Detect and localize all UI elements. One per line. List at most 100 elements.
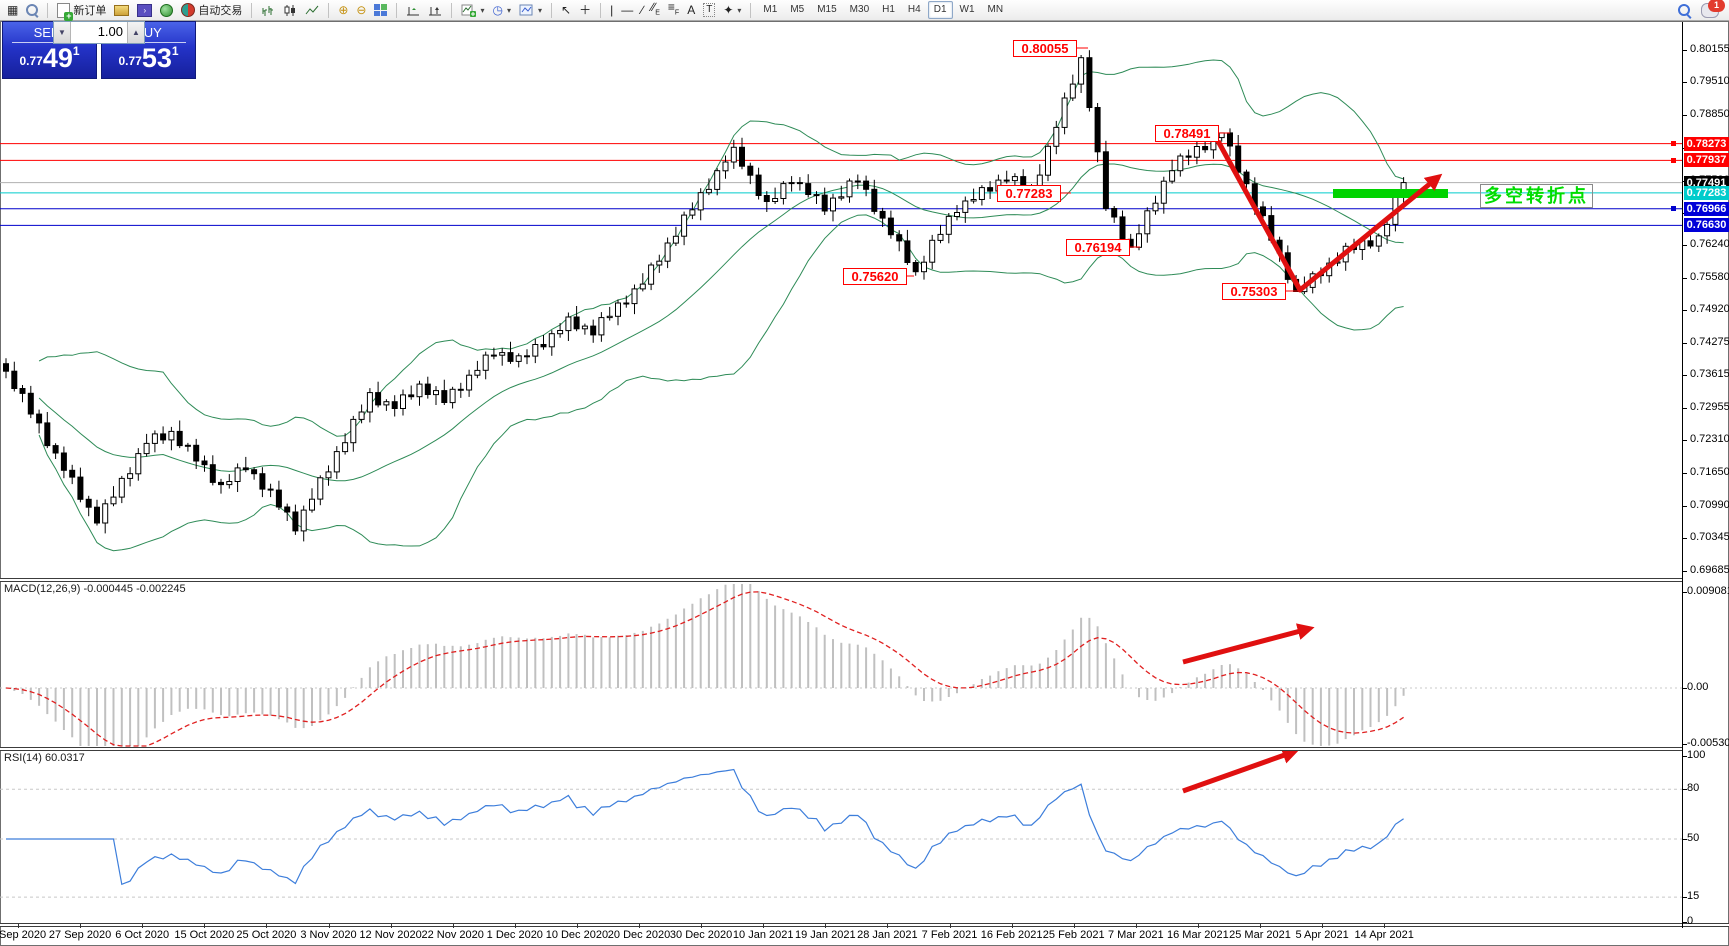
timeframe-button-w1[interactable]: W1 [959,4,975,15]
drawn-arrow[interactable] [1215,139,1443,293]
candle [1011,176,1018,182]
market-watch-button[interactable] [111,1,132,19]
fibonacci-tool-button[interactable]: ≡F [665,1,682,19]
timeframe-button-mn[interactable]: MN [987,4,1004,15]
price-pane[interactable] [0,47,1682,552]
text-tool-button[interactable]: A [684,1,698,19]
chat-icon[interactable]: 1 [1701,0,1725,18]
date-tick-mark [204,924,206,928]
candle [507,352,514,362]
timeframe-button-m1[interactable]: M1 [763,4,778,15]
candle [788,182,795,185]
price-callout[interactable]: 0.75303 [1222,283,1286,300]
candle [1045,145,1051,176]
trendline-tool-button[interactable]: ∕ [638,1,646,19]
rsi-tick-label: 15 [1687,890,1700,903]
candle [366,392,373,413]
horizontal-line-tool-button[interactable]: — [618,1,636,19]
candle [631,288,638,305]
price-line-label[interactable]: 0.76966 [1684,201,1729,216]
text-label-tool-button[interactable]: T [700,1,718,19]
pane-separator-macd[interactable] [0,578,1682,582]
timeframe-button-m15[interactable]: M15 [817,4,837,15]
timeframe-button-h4[interactable]: H4 [907,4,921,15]
channel-tool-button[interactable]: ∕∕E [648,1,663,19]
templates-menu-button[interactable]: ▾ [516,1,545,19]
macd-pane[interactable] [0,584,1682,747]
auto-trading-button[interactable]: 自动交易 [178,1,245,19]
strategy-tester-button[interactable] [157,1,176,19]
print-preview-button[interactable] [23,1,41,19]
zoom-in-button[interactable]: ⊕ [335,1,351,19]
timeframe-button-d1[interactable]: D1 [927,1,953,19]
support-zone-bar[interactable] [1333,189,1448,198]
indicators-menu-button[interactable]: ▾ [458,1,487,19]
candlestick-mode-button[interactable] [280,1,300,19]
price-line-label[interactable]: 0.78273 [1684,136,1729,151]
line-chart-mode-button[interactable] [302,1,322,19]
new-order-button[interactable]: + 新订单 [54,1,109,21]
price-callout[interactable]: 0.77283 [997,185,1061,202]
periods-menu-button[interactable]: ◷ ▾ [489,1,514,19]
timeframe-button-h1[interactable]: H1 [882,4,895,15]
crosshair-tool-button[interactable]: ＋ [576,1,594,19]
search-icon[interactable] [1677,3,1691,17]
date-tick-mark [949,924,951,928]
candle [681,214,688,237]
candle [1202,146,1209,151]
shapes-menu-button[interactable]: ✦ ▾ [720,1,744,19]
volume-input[interactable]: 1.00 [97,24,123,39]
candle [466,374,473,391]
timeframe-button-m30[interactable]: M30 [849,4,870,15]
rsi-tick-mark [1683,839,1687,840]
volume-increase-button[interactable]: ▲ [127,22,144,43]
chart-window-icon[interactable]: ▦ [4,1,21,19]
auto-scroll-button[interactable] [403,1,423,19]
price-line-label[interactable]: 0.77283 [1684,185,1729,200]
price-tick-label: 0.72310 [1690,433,1729,446]
candle [77,476,84,500]
price-callout[interactable]: 0.76194 [1066,239,1130,256]
price-tick-label: 0.71650 [1690,466,1729,479]
pane-separator-rsi[interactable] [0,747,1682,751]
candle [1169,170,1176,182]
price-tick-mark [1683,50,1687,51]
timeframe-button-m5[interactable]: M5 [790,4,805,15]
line-drag-handle[interactable] [1671,158,1676,163]
zoom-out-button[interactable]: ⊖ [353,1,369,19]
price-callout[interactable]: 0.78491 [1155,125,1219,142]
candle [739,146,745,167]
volume-decrease-button[interactable]: ▼ [54,22,71,43]
price-line-label[interactable]: 0.77937 [1684,153,1729,168]
price-line-label[interactable]: 0.76630 [1684,218,1729,233]
new-order-label: 新订单 [73,5,107,17]
price-callout[interactable]: 0.75620 [843,268,907,285]
vertical-line-tool-button[interactable]: | [607,1,616,19]
candle [697,192,704,211]
candle [879,210,886,219]
gold-bars-icon [114,4,130,16]
price-callout[interactable]: 0.80055 [1013,40,1077,57]
terminal-button[interactable]: › [134,1,155,19]
rsi-pane[interactable] [0,751,1682,898]
chart-shift-button[interactable] [425,1,445,19]
candle [813,194,820,197]
macd-signal-line [5,591,1404,747]
drawn-arrow[interactable] [1182,751,1300,794]
candle [730,146,737,163]
line-drag-handle[interactable] [1671,206,1676,211]
drawn-arrow[interactable] [1182,623,1315,665]
candle [118,477,125,498]
tile-windows-button[interactable] [371,1,390,19]
candle [69,469,76,478]
price-tick-mark [1683,506,1687,508]
candle [135,453,142,475]
candle [705,188,712,194]
line-drag-handle[interactable] [1671,141,1676,146]
annotation-note[interactable]: 多空转折点 [1480,184,1593,208]
date-label: 7 Feb 2021 [921,929,978,941]
cursor-tool-button[interactable]: ↖ [558,1,574,19]
bar-chart-mode-button[interactable] [258,1,278,19]
